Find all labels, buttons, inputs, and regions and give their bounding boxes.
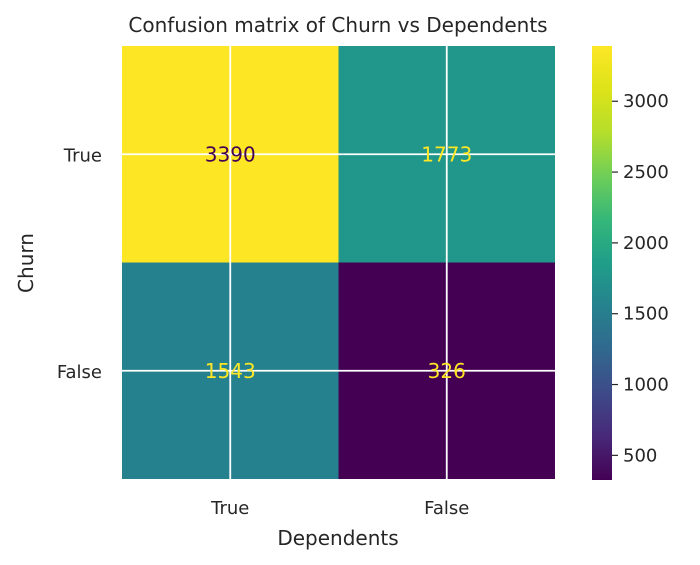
colorbar-tick-label: 500 xyxy=(623,445,657,466)
colorbar-tick-label: 3000 xyxy=(623,91,669,112)
x-axis-label: Dependents xyxy=(277,526,398,550)
y-axis-label: Churn xyxy=(14,233,38,293)
colorbar-ticks: 500 1000 1500 2000 2500 3000 xyxy=(612,91,669,466)
y-axis-ticks: True False xyxy=(57,145,102,383)
x-tick-label: True xyxy=(210,498,249,519)
cell-value-1-0: 1543 xyxy=(205,359,256,383)
y-tick-label: True xyxy=(63,145,102,166)
colorbar xyxy=(592,46,612,480)
cell-value-0-1: 1773 xyxy=(421,142,472,166)
cell-value-1-1: 326 xyxy=(428,359,466,383)
colorbar-gradient xyxy=(592,46,612,480)
x-axis-ticks: True False xyxy=(210,498,469,519)
x-tick-label: False xyxy=(424,498,469,519)
heatmap-cells xyxy=(122,46,555,479)
colorbar-tick-label: 1500 xyxy=(623,304,669,325)
gridlines xyxy=(122,46,555,479)
chart-title: Confusion matrix of Churn vs Dependents xyxy=(128,13,547,37)
colorbar-tick-label: 2000 xyxy=(623,233,669,254)
colorbar-tick-label: 1000 xyxy=(623,375,669,396)
colorbar-tick-label: 2500 xyxy=(623,162,669,183)
cell-annotations: 3390 1773 1543 326 xyxy=(205,142,472,383)
y-tick-label: False xyxy=(57,362,102,383)
cell-value-0-0: 3390 xyxy=(205,142,256,166)
